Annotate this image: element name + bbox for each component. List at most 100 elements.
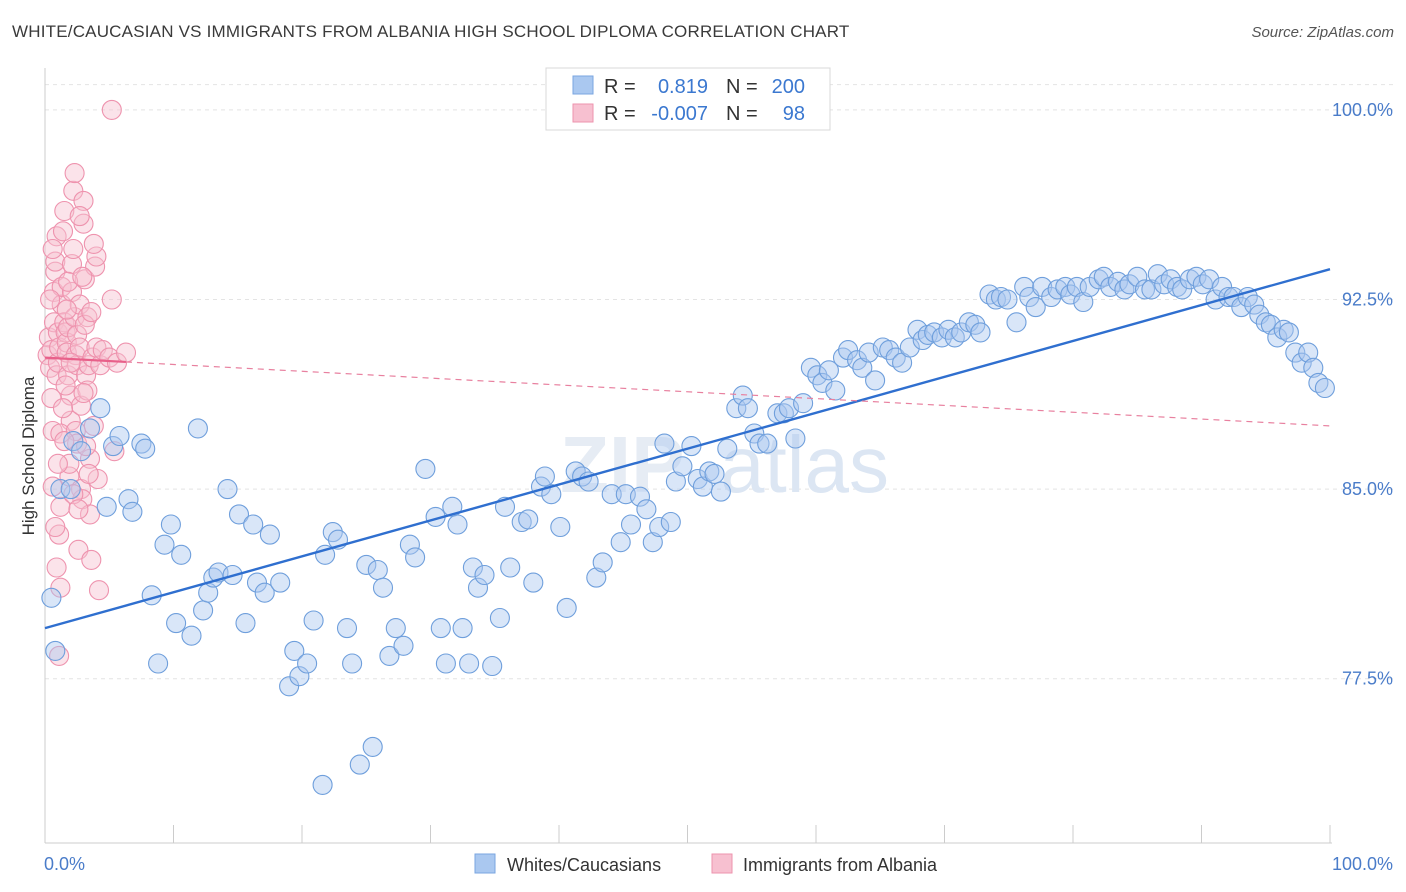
point-whites-51 bbox=[372, 577, 394, 598]
axes bbox=[44, 68, 1332, 844]
point-whites-78 bbox=[550, 516, 571, 538]
point-whites-143 bbox=[985, 289, 1006, 310]
point-whites-37 bbox=[284, 640, 305, 661]
point-whites-177 bbox=[1212, 276, 1233, 297]
point-albania-58 bbox=[82, 347, 103, 368]
point-albania-83 bbox=[83, 233, 104, 254]
point-whites-4 bbox=[63, 431, 84, 452]
series-whites-points bbox=[41, 264, 1335, 795]
point-whites-94 bbox=[660, 511, 681, 533]
point-whites-32 bbox=[246, 572, 268, 593]
y-tick-label-1: 85.0% bbox=[1342, 479, 1393, 499]
legend-n-label-1: N = bbox=[726, 76, 758, 98]
point-whites-152 bbox=[1047, 279, 1068, 300]
point-whites-19 bbox=[166, 613, 187, 634]
y-tick-label-3: 100.0% bbox=[1332, 100, 1393, 120]
trend-lines bbox=[44, 268, 1331, 630]
point-albania-35 bbox=[63, 238, 84, 260]
point-whites-7 bbox=[90, 398, 111, 419]
point-albania-5 bbox=[42, 420, 63, 442]
point-whites-31 bbox=[243, 514, 264, 535]
point-whites-175 bbox=[1199, 269, 1220, 290]
point-albania-56 bbox=[79, 504, 101, 525]
point-whites-92 bbox=[649, 516, 670, 538]
point-whites-188 bbox=[1278, 322, 1299, 343]
point-albania-73 bbox=[60, 352, 81, 373]
bottom-legend-swatch-albania bbox=[711, 853, 733, 874]
point-whites-41 bbox=[312, 774, 333, 795]
point-whites-106 bbox=[737, 398, 758, 419]
point-albania-96 bbox=[73, 382, 94, 404]
point-whites-108 bbox=[749, 433, 770, 454]
point-albania-97 bbox=[101, 99, 122, 120]
point-whites-147 bbox=[1014, 276, 1035, 297]
trend-line-albania-dashed bbox=[125, 361, 1331, 427]
y-tick-label-0: 77.5% bbox=[1342, 669, 1393, 689]
point-whites-89 bbox=[629, 486, 651, 507]
point-whites-130 bbox=[899, 337, 920, 358]
point-whites-0 bbox=[41, 587, 62, 608]
legend-n-label-2: N = bbox=[726, 103, 758, 125]
watermark-zip: ZIP bbox=[560, 420, 684, 509]
point-whites-103 bbox=[717, 438, 738, 459]
point-whites-68 bbox=[482, 655, 503, 677]
point-albania-6 bbox=[42, 476, 63, 497]
point-whites-141 bbox=[970, 322, 991, 343]
point-whites-54 bbox=[393, 635, 414, 656]
point-whites-194 bbox=[1314, 377, 1335, 399]
legend-swatch-whites bbox=[572, 75, 594, 95]
point-albania-64 bbox=[42, 238, 63, 260]
point-whites-21 bbox=[181, 625, 202, 646]
point-whites-184 bbox=[1255, 312, 1276, 333]
point-whites-8 bbox=[96, 496, 117, 517]
point-whites-156 bbox=[1073, 291, 1094, 313]
chart-title: WHITE/CAUCASIAN VS IMMIGRANTS FROM ALBAN… bbox=[12, 22, 850, 41]
y-tick-label-2: 92.5% bbox=[1342, 290, 1393, 310]
point-whites-190 bbox=[1291, 352, 1312, 373]
point-whites-46 bbox=[342, 653, 363, 674]
point-whites-170 bbox=[1167, 276, 1188, 297]
point-whites-11 bbox=[118, 489, 139, 510]
legend-swatch-albania bbox=[572, 103, 594, 123]
point-whites-62 bbox=[447, 514, 468, 535]
point-whites-84 bbox=[592, 552, 613, 573]
point-whites-165 bbox=[1134, 279, 1156, 300]
point-whites-101 bbox=[704, 463, 725, 484]
point-whites-36 bbox=[279, 676, 300, 697]
point-whites-45 bbox=[336, 618, 358, 639]
point-whites-90 bbox=[636, 499, 657, 520]
point-whites-180 bbox=[1231, 297, 1252, 318]
point-whites-123 bbox=[852, 357, 873, 378]
point-whites-65 bbox=[462, 557, 483, 578]
point-whites-48 bbox=[356, 554, 377, 575]
bottom-legend-swatch-whites bbox=[474, 853, 496, 874]
point-albania-4 bbox=[41, 388, 62, 409]
point-albania-69 bbox=[52, 398, 74, 419]
point-whites-182 bbox=[1244, 294, 1265, 315]
point-whites-171 bbox=[1172, 279, 1193, 300]
trend-line-albania-solid bbox=[44, 356, 127, 364]
point-whites-29 bbox=[228, 504, 250, 525]
point-albania-88 bbox=[101, 289, 122, 310]
point-whites-64 bbox=[459, 653, 480, 674]
point-albania-43 bbox=[69, 294, 90, 315]
legend-r-label-2: R = bbox=[604, 103, 636, 125]
legend-n-value-1: 200 bbox=[772, 76, 805, 98]
point-albania-22 bbox=[54, 200, 75, 222]
legend-r-label-1: R = bbox=[604, 76, 636, 98]
point-albania-31 bbox=[60, 385, 81, 406]
correlation-legend: R = 0.819 N = 200 R = -0.007 N = 98 bbox=[545, 67, 831, 131]
point-whites-163 bbox=[1119, 274, 1140, 295]
point-whites-35 bbox=[270, 572, 291, 593]
point-whites-49 bbox=[362, 736, 383, 757]
point-whites-191 bbox=[1298, 342, 1319, 363]
point-whites-149 bbox=[1025, 297, 1046, 318]
bottom-legend-label-whites: Whites/Caucasians bbox=[507, 855, 661, 875]
point-whites-86 bbox=[610, 532, 631, 553]
point-whites-166 bbox=[1141, 279, 1162, 300]
point-albania-61 bbox=[86, 246, 107, 267]
point-whites-40 bbox=[303, 610, 324, 631]
point-whites-73 bbox=[518, 509, 539, 530]
point-whites-52 bbox=[379, 645, 400, 666]
